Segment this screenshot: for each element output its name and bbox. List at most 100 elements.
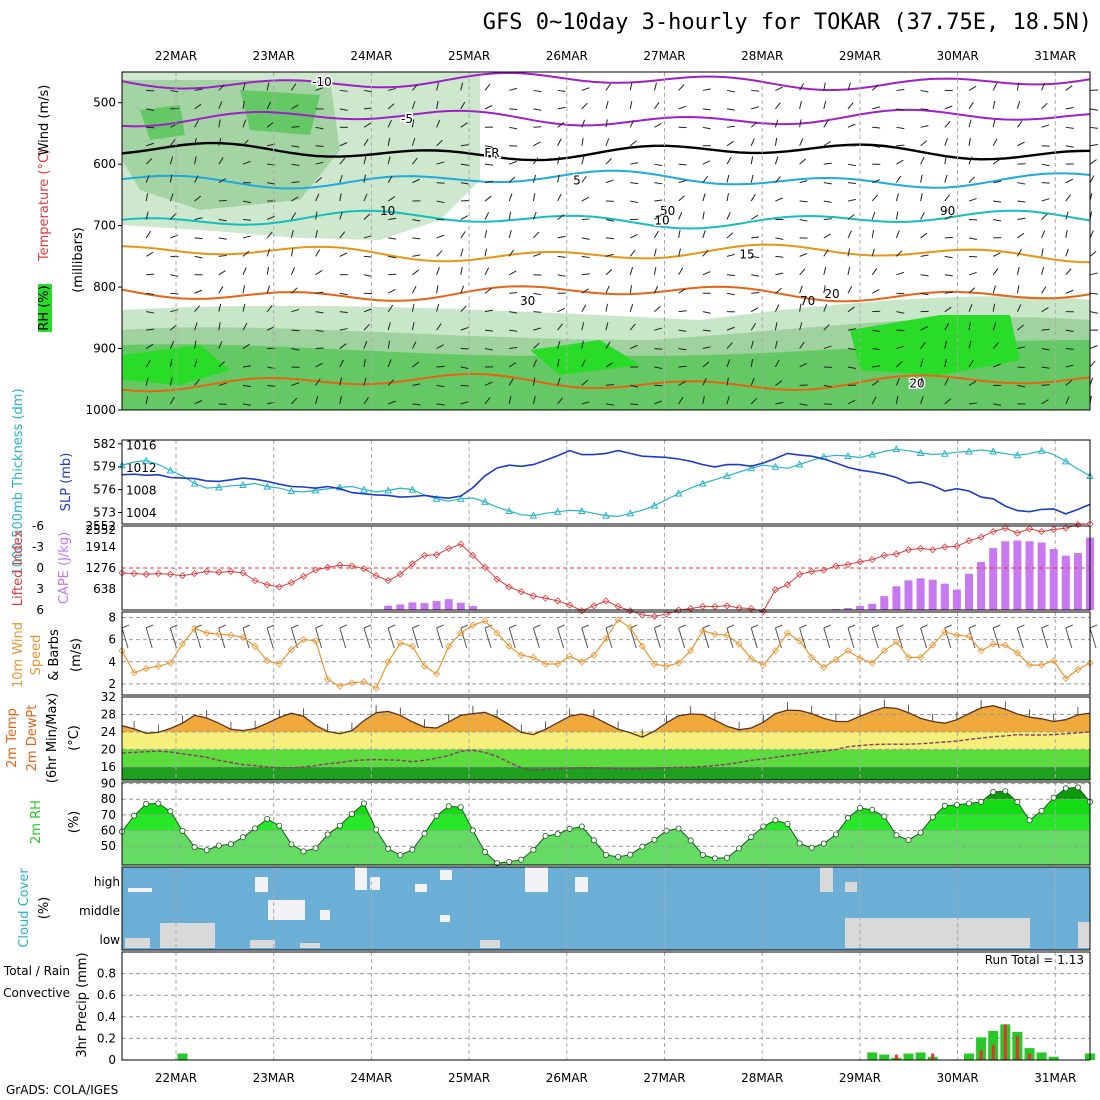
wind-barb	[968, 198, 977, 202]
wind-barb	[920, 292, 929, 296]
wind10m-point	[868, 659, 876, 667]
wind10m-barb	[388, 624, 396, 629]
wind-barb	[653, 230, 659, 239]
wind-barb	[799, 268, 806, 276]
wind-barb	[266, 101, 272, 110]
cape-bar	[384, 605, 393, 610]
wind-barb	[315, 291, 324, 294]
wind-barb	[169, 174, 173, 183]
wind-barb	[1065, 396, 1070, 405]
thickness-point	[287, 487, 296, 495]
wind10m-point	[142, 664, 150, 673]
li-point	[299, 572, 308, 580]
temperature-unit-label: (°C)	[67, 725, 82, 751]
precip-convective-bar	[1003, 1024, 1007, 1060]
wind-barb	[218, 84, 225, 91]
wind10m-point	[796, 637, 804, 645]
wind10m-point	[1025, 661, 1034, 669]
wind-barb	[339, 359, 344, 368]
wind10m-barb	[291, 624, 299, 629]
wind10m-barb	[968, 627, 976, 649]
rh-point	[1014, 798, 1021, 805]
wind-barb	[750, 193, 756, 202]
rh-point	[288, 841, 295, 848]
wind-barb	[315, 161, 324, 165]
wind-barb	[242, 322, 248, 331]
wind-barb	[242, 285, 246, 294]
wind-barb	[726, 342, 733, 349]
wind10m-barb	[411, 627, 419, 649]
wind-barb	[726, 140, 734, 147]
wind-barb	[629, 140, 637, 147]
wind-barb	[1041, 248, 1044, 257]
wind-barb	[1065, 364, 1074, 368]
wind-barb	[266, 266, 270, 275]
wind-barb	[581, 218, 590, 220]
li-point	[263, 581, 271, 589]
wind10m-barb	[895, 627, 903, 649]
wind-barb	[339, 328, 348, 331]
wind-barb	[169, 396, 175, 405]
wind-barb	[412, 83, 418, 91]
wind-barb	[630, 384, 639, 388]
pressure-tick-label: 900	[93, 342, 116, 356]
wind-barb	[968, 101, 974, 110]
wind10m-point	[566, 652, 574, 660]
wind10m-point	[856, 654, 864, 663]
temperature-tick-label: 16	[101, 760, 116, 774]
wind-barb	[944, 174, 948, 183]
wind-barb	[799, 138, 804, 146]
rh-point	[1026, 817, 1033, 824]
li-point	[420, 551, 429, 559]
wind-barb	[605, 179, 614, 184]
rh-point	[264, 815, 271, 822]
temperature-contour-label: -10	[312, 75, 332, 89]
wind-barb	[653, 102, 660, 110]
thickness-point	[650, 501, 659, 509]
wind-barb	[557, 106, 566, 110]
wind-barb	[871, 248, 875, 257]
precip-run-total: Run Total = 1.13	[985, 953, 1084, 967]
precip-total-bar	[903, 1053, 914, 1060]
wind-barb	[678, 179, 687, 184]
li-point	[880, 551, 888, 559]
wind10m-point	[590, 651, 598, 659]
rh-point	[373, 826, 380, 833]
wind-barb	[339, 377, 342, 386]
rh-point	[1062, 785, 1069, 792]
temperature-contour-label: 20	[909, 376, 924, 390]
wind-barb	[774, 156, 779, 165]
wind-barb	[605, 158, 612, 165]
wind-barb	[751, 274, 760, 277]
rh-point	[397, 852, 404, 859]
date-label-top: 24MAR	[350, 49, 392, 63]
wind10m-point	[1074, 665, 1082, 674]
rh-point	[820, 840, 827, 847]
cape-tick-label: 2552	[85, 523, 116, 537]
wind-barb	[218, 178, 226, 184]
wind-barb	[726, 359, 731, 368]
wind10m-barb	[751, 624, 759, 629]
rh-point	[518, 856, 525, 863]
thickness-point	[142, 456, 151, 464]
cape-tick-label: 1914	[85, 540, 116, 554]
wind-barb	[194, 400, 203, 405]
wind-barb	[1065, 329, 1074, 333]
cape-axis-label: CAPE (J/kg)	[57, 532, 72, 604]
wind-barb	[1065, 348, 1074, 350]
li-point	[154, 570, 162, 578]
li-point	[287, 579, 295, 587]
wind10m-barb	[1041, 624, 1049, 629]
wind-barb	[266, 82, 270, 91]
wind-barb	[218, 361, 225, 368]
wind-barb	[992, 303, 996, 312]
wind-barb	[557, 156, 560, 165]
slp-line	[121, 449, 1091, 515]
wind-barb	[218, 254, 227, 257]
wind-barb	[823, 141, 831, 147]
wind10m-unit-label: (m/s)	[69, 638, 84, 672]
wind-barb	[509, 108, 518, 110]
rh-point	[590, 837, 597, 844]
wind10m-barb	[436, 624, 444, 629]
wind-barb	[871, 211, 876, 220]
